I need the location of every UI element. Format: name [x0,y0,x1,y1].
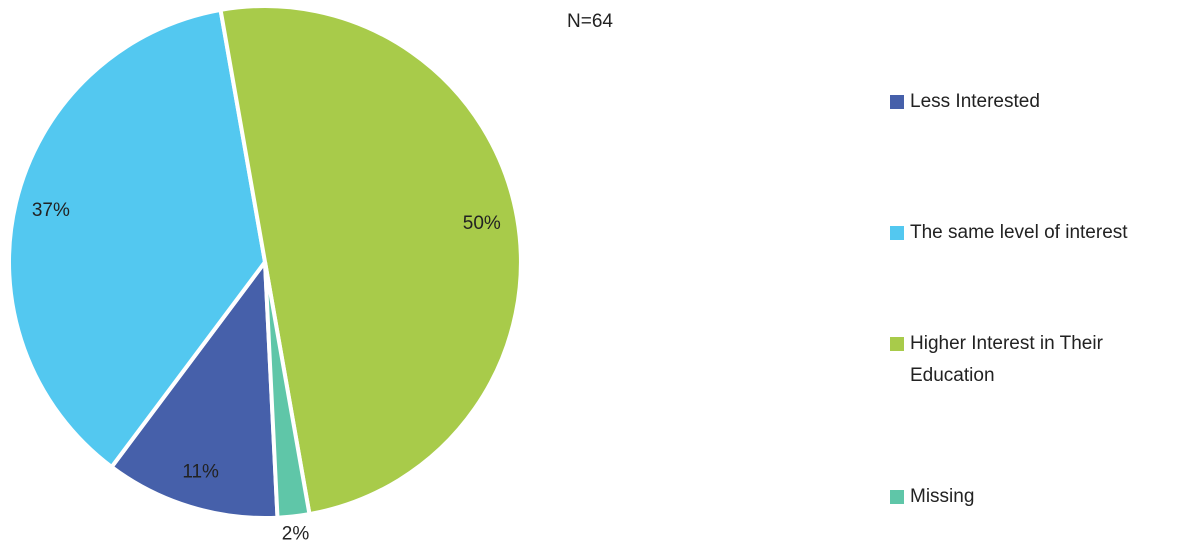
data-label: 11% [182,462,219,483]
pie-slice [263,261,312,520]
data-label: 37% [32,200,70,221]
legend-label: Higher Interest in Their Education [910,333,1108,386]
legend-label: Missing [910,486,974,507]
pie-slice [218,4,523,517]
legend-label: The same level of interest [910,222,1128,243]
legend-swatch [890,337,904,351]
legend-swatch [890,226,904,240]
data-label: 50% [463,213,501,234]
pie-slice [7,7,268,470]
legend-swatch [890,95,904,109]
data-label: 2% [282,523,310,544]
annotation: N=64 [567,11,613,32]
legend-label: Less Interested [910,91,1040,112]
legend-swatch [890,490,904,504]
pie-slice [108,256,280,520]
